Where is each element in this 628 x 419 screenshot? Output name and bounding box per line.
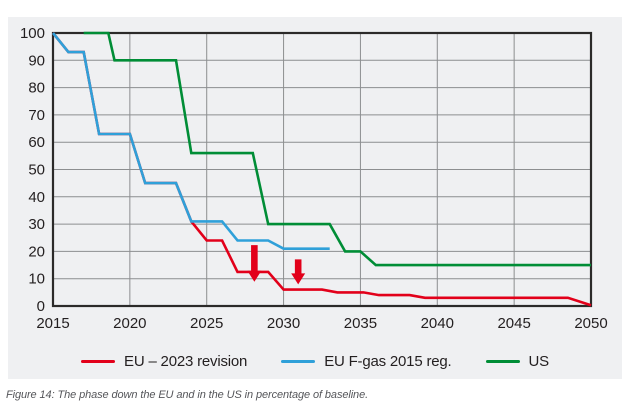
legend-item-eu-2023-revision: EU – 2023 revision <box>81 353 247 370</box>
y-tick-label-10: 10 <box>28 271 45 288</box>
x-tick-label-2035: 2035 <box>344 315 377 332</box>
chart-legend: EU – 2023 revision EU F-gas 2015 reg. US <box>8 349 622 373</box>
legend-label: US <box>528 352 550 370</box>
legend-item-eu-fgas-2015-reg: EU F-gas 2015 reg. <box>281 352 452 370</box>
figure-caption: Figure 14: The phase down the EU and in … <box>6 389 369 401</box>
x-tick-label-2045: 2045 <box>497 315 530 332</box>
y-tick-label-50: 50 <box>28 162 45 179</box>
x-tick-label-2040: 2040 <box>421 315 454 332</box>
y-tick-label-100: 100 <box>20 25 45 42</box>
y-tick-label-40: 40 <box>28 189 45 206</box>
y-tick-label-20: 20 <box>28 243 45 260</box>
y-tick-label-70: 70 <box>28 107 45 124</box>
x-tick-label-2015: 2015 <box>36 315 69 332</box>
x-tick-label-2020: 2020 <box>113 315 146 332</box>
plot-frame <box>51 31 593 308</box>
x-tick-label-2050: 2050 <box>574 315 607 332</box>
legend-label: EU – 2023 revision <box>124 352 248 370</box>
x-tick-label-2025: 2025 <box>190 315 223 332</box>
legend-label: EU F-gas 2015 reg. <box>324 352 452 370</box>
legend-swatch-blue-line <box>281 359 316 363</box>
y-tick-label-60: 60 <box>28 134 45 151</box>
phase-down-arrow-1 <box>247 245 262 282</box>
x-tick-label-2030: 2030 <box>267 315 300 332</box>
y-tick-label-90: 90 <box>28 52 45 69</box>
legend-item-us: US <box>485 352 550 370</box>
y-tick-label-30: 30 <box>28 216 45 233</box>
gridlines <box>53 33 591 306</box>
series-line-eu-f-gas-2015-reg <box>51 32 330 250</box>
chart-panel: 0 10 20 30 40 50 60 70 80 90 100 2015 2020 2025 2030 20… <box>8 17 622 379</box>
y-tick-label-80: 80 <box>28 80 45 97</box>
phase-down-arrow-2 <box>291 259 306 285</box>
y-tick-label-0: 0 <box>37 298 45 315</box>
series-line-us <box>83 31 591 267</box>
legend-swatch-green-line <box>485 359 520 363</box>
legend-swatch-red-line <box>81 359 116 363</box>
